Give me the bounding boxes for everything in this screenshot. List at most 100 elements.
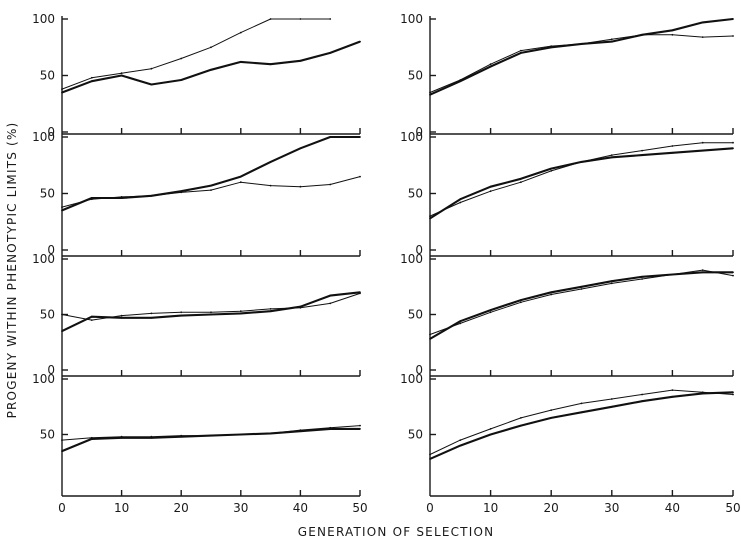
data-point-thin	[359, 175, 361, 178]
data-point-thick	[489, 309, 492, 311]
data-point-thick	[90, 80, 93, 83]
data-point-thin	[210, 46, 212, 49]
data-point-thin	[610, 154, 613, 157]
y-tick-label: 50	[40, 187, 55, 201]
data-point-thick	[429, 338, 431, 340]
y-tick-label: 50	[408, 69, 423, 83]
y-axis-title: PROGENY WITHIN PHENOTYPIC LIMITS (%)	[5, 122, 19, 419]
data-point-thin	[610, 398, 613, 400]
series-line-thick	[61, 135, 360, 212]
data-point-thin	[550, 293, 553, 296]
data-point-thick	[329, 136, 332, 138]
data-point-thin	[299, 185, 302, 188]
data-point-thin	[641, 149, 643, 152]
data-point-thick	[359, 136, 361, 138]
x-tick-label: 20	[174, 501, 189, 515]
data-point-thin	[489, 428, 492, 430]
data-point-thin	[520, 301, 522, 304]
y-tick-label: 100	[400, 252, 423, 266]
data-point-thin	[150, 194, 153, 197]
data-point-thick	[61, 330, 63, 332]
y-tick-label: 0	[47, 363, 55, 377]
data-point-thin	[641, 33, 643, 36]
data-point-thin	[671, 33, 674, 36]
data-point-thin	[269, 18, 272, 20]
x-tick-label: 30	[604, 501, 619, 515]
data-point-thick	[610, 156, 613, 159]
data-point-thin	[239, 310, 242, 313]
data-point-thin	[359, 424, 361, 427]
data-point-thin	[329, 302, 332, 305]
y-tick-label: 100	[32, 130, 55, 144]
data-point-thin	[120, 435, 123, 438]
data-point-thick	[150, 83, 153, 86]
data-point-thin	[299, 306, 302, 309]
data-point-thin	[459, 439, 462, 441]
data-point-thick	[90, 315, 93, 318]
data-point-thick	[489, 185, 492, 188]
data-point-thick	[429, 217, 431, 220]
data-point-thick	[701, 21, 704, 24]
data-point-thick	[329, 294, 332, 297]
data-point-thin	[329, 183, 332, 186]
y-tick-label: 0	[415, 125, 423, 139]
data-point-thin	[150, 67, 153, 70]
x-tick-label: 10	[483, 501, 498, 515]
panel-left-3: 100 50 0	[32, 252, 361, 377]
data-point-thin	[329, 18, 332, 20]
data-point-thin	[180, 191, 183, 194]
panel-right-1: 100 50 0	[400, 12, 734, 139]
data-point-thin	[489, 190, 492, 193]
data-point-thick	[269, 161, 272, 163]
data-point-thin	[239, 181, 242, 184]
data-point-thin	[90, 436, 93, 439]
data-point-thick	[610, 280, 613, 283]
data-point-thin	[732, 141, 734, 144]
y-tick-label: 0	[47, 125, 55, 139]
y-tick-label: 100	[32, 12, 55, 26]
series-line-thin	[61, 176, 361, 208]
y-tick-label: 0	[415, 363, 423, 377]
data-point-thick	[641, 400, 643, 403]
series-line-thick	[61, 40, 361, 94]
data-point-thin	[90, 76, 93, 79]
series-line-thin	[429, 389, 734, 455]
data-point-thin	[580, 161, 583, 163]
data-point-thick	[580, 411, 583, 414]
x-tick-label: 20	[544, 501, 559, 515]
series-line-thick	[429, 271, 733, 340]
data-point-thick	[120, 74, 123, 77]
x-axis-title: GENERATION OF SELECTION	[298, 525, 495, 539]
y-tick-label: 50	[40, 428, 55, 442]
data-point-thin	[671, 273, 674, 276]
data-point-thick	[359, 428, 361, 430]
data-point-thin	[239, 433, 242, 436]
data-point-thick	[459, 198, 462, 201]
data-point-thin	[459, 322, 462, 325]
data-point-thick	[180, 79, 183, 81]
data-point-thick	[732, 391, 734, 394]
data-point-thick	[429, 93, 431, 96]
data-point-thick	[610, 405, 613, 408]
x-tick-label: 50	[352, 501, 367, 515]
data-point-thick	[701, 149, 704, 152]
data-point-thin	[732, 35, 734, 37]
y-tick-label: 100	[32, 252, 55, 266]
y-tick-label: 100	[400, 372, 423, 386]
data-point-thin	[520, 49, 522, 52]
data-point-thick	[239, 175, 242, 178]
data-point-thin	[180, 434, 183, 437]
data-point-thin	[701, 141, 704, 144]
data-point-thin	[580, 43, 583, 45]
panel-left-1: 100 50 0	[32, 12, 361, 139]
series-line-thick	[429, 147, 734, 220]
data-point-thin	[269, 184, 272, 187]
data-point-thick	[459, 320, 462, 323]
panel-left-2: 100 50 0	[32, 130, 361, 257]
x-tick-label: 0	[426, 501, 434, 515]
data-point-thin	[120, 72, 123, 75]
data-point-thin	[701, 36, 704, 38]
data-point-thin	[610, 38, 613, 41]
